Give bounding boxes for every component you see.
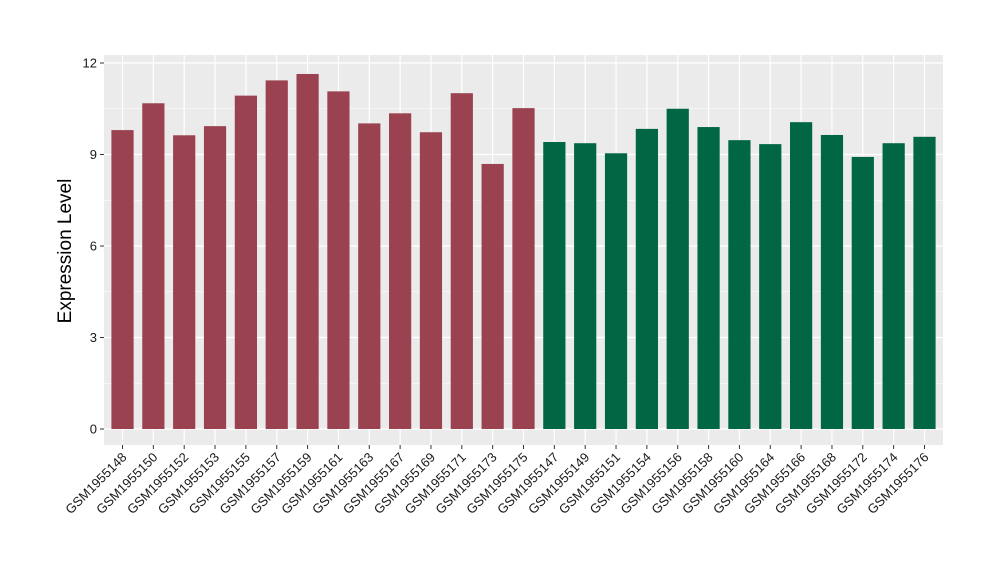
bar-GSM1955173 bbox=[481, 163, 504, 429]
bar-GSM1955158 bbox=[697, 127, 720, 430]
bar-GSM1955160 bbox=[728, 140, 751, 430]
bar-GSM1955161 bbox=[327, 91, 350, 430]
bar-GSM1955153 bbox=[203, 126, 227, 429]
bar-GSM1955154 bbox=[635, 128, 658, 429]
y-tick-label: 3 bbox=[90, 330, 97, 345]
bar-GSM1955157 bbox=[265, 80, 288, 429]
bar-GSM1955174 bbox=[882, 143, 905, 429]
bar-GSM1955155 bbox=[234, 95, 257, 429]
bar-GSM1955168 bbox=[820, 134, 844, 430]
y-axis-title: Expression Level bbox=[55, 179, 76, 324]
y-tick-label: 0 bbox=[90, 422, 97, 437]
bar-GSM1955166 bbox=[790, 122, 813, 430]
bar-GSM1955150 bbox=[142, 103, 165, 429]
bars bbox=[111, 73, 936, 430]
bar-GSM1955164 bbox=[759, 144, 782, 429]
y-tick-label: 12 bbox=[83, 56, 97, 71]
bar-GSM1955152 bbox=[173, 135, 196, 429]
bar-GSM1955169 bbox=[419, 132, 443, 430]
bar-GSM1955171 bbox=[450, 93, 473, 429]
bar-GSM1955149 bbox=[574, 143, 597, 429]
y-tick-label: 6 bbox=[90, 239, 97, 254]
bar-GSM1955175 bbox=[512, 108, 535, 429]
bar-GSM1955151 bbox=[604, 153, 628, 429]
bar-GSM1955147 bbox=[543, 141, 566, 429]
bar-GSM1955172 bbox=[851, 156, 874, 429]
y-axis: 0 3 6 9 12 bbox=[83, 56, 104, 437]
bar-GSM1955176 bbox=[913, 136, 936, 429]
x-axis: GSM1955148GSM1955150GSM1955152GSM1955153… bbox=[62, 445, 932, 517]
bar-GSM1955167 bbox=[389, 113, 412, 429]
bar-GSM1955163 bbox=[358, 123, 381, 429]
bar-GSM1955159 bbox=[296, 73, 319, 429]
y-tick-label: 9 bbox=[90, 147, 97, 162]
bar-GSM1955156 bbox=[666, 108, 689, 429]
bar-GSM1955148 bbox=[111, 130, 134, 429]
